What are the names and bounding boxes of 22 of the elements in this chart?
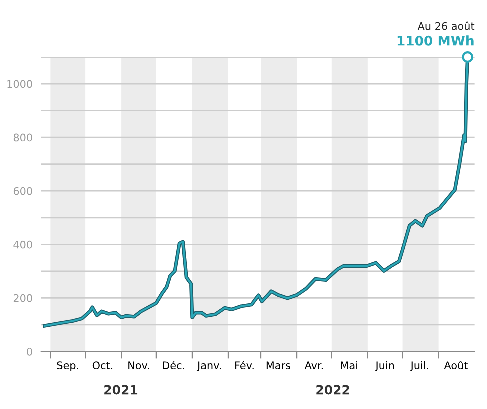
x-tick-label: Fév.	[236, 361, 254, 370]
y-tick-label: 200	[14, 294, 32, 302]
x-tick-label: Juil.	[410, 361, 428, 372]
x-tick-label: Avr.	[304, 362, 324, 370]
x-tick-label: Déc.	[163, 361, 184, 370]
text: 1100 MWh	[398, 36, 474, 46]
y-tick-label: 1000	[8, 80, 32, 88]
text: 2022	[316, 385, 350, 395]
x-tick-label: Janv.	[196, 362, 222, 372]
x-tick-label: Août	[444, 361, 468, 370]
x-tick-label: Nov.	[128, 362, 150, 370]
text: 2021	[104, 385, 138, 395]
x-tick-label: Mars	[266, 362, 290, 370]
x-tick-label: Sep.	[57, 362, 78, 372]
y-tick-label: 0	[27, 348, 32, 356]
x-tick-label: Oct.	[92, 362, 113, 370]
y-tick-label: 600	[14, 187, 32, 196]
y-tick-label: 800	[14, 134, 32, 142]
text: Au 26 août	[418, 22, 475, 30]
x-tick-label: Mai	[341, 361, 358, 370]
x-tick-label: Juin	[375, 361, 394, 372]
y-tick-label: 400	[14, 240, 32, 249]
